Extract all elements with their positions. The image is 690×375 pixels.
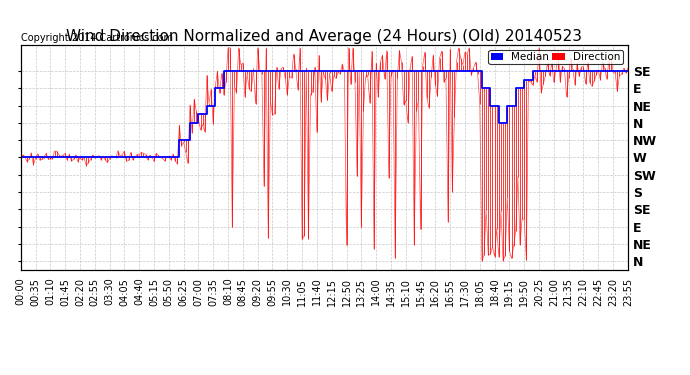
Legend: Median, Direction: Median, Direction bbox=[489, 50, 622, 64]
Text: Copyright 2014 Cartronics.com: Copyright 2014 Cartronics.com bbox=[21, 33, 172, 43]
Title: Wind Direction Normalized and Average (24 Hours) (Old) 20140523: Wind Direction Normalized and Average (2… bbox=[66, 29, 582, 44]
